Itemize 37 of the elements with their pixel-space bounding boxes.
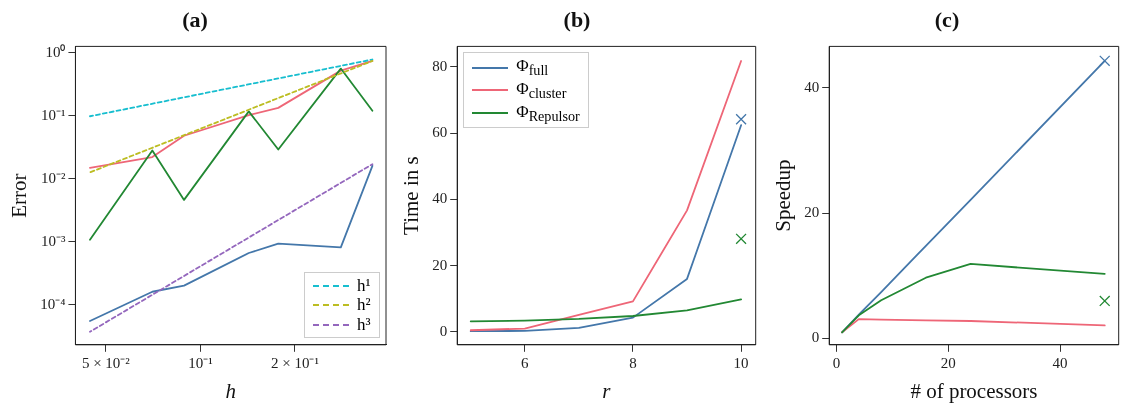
x-tick-label: 6 [521,354,530,371]
y-tick-label: 10⁻¹ [40,106,66,123]
y-tick-label: 40 [804,78,820,95]
x-axis-title: h [225,378,236,403]
x-tick-label: 10 [733,354,749,371]
legend-label: h³ [357,314,371,335]
y-tick-label: 60 [432,124,448,141]
y-tick-label: 20 [804,204,820,221]
y-tick-label: 40 [432,190,448,207]
legend-label: h² [357,295,371,315]
y-tick-label: 80 [432,57,448,74]
x-tick-label: 40 [1052,354,1068,371]
x-tick-label: 2 × 10⁻¹ [270,354,319,371]
legend-label: Φ$_{cluster}$ [516,79,567,102]
y-axis-title: Speedup [771,159,796,232]
x-tick-label: 8 [629,354,637,371]
chart-title: (c) [934,6,960,32]
x-tick-label: 10⁻¹ [188,354,213,371]
x-axis-title: # of processors [910,378,1038,403]
x-axis-title: r [602,378,612,403]
chart-title: (b) [563,6,591,32]
legend-label: h¹ [357,275,371,296]
y-tick-label: 0 [811,329,820,346]
x-tick-label: 0 [832,354,841,371]
y-axis-title: Error [7,173,32,218]
y-tick-label: 10⁻² [40,169,66,186]
legend-label: Φ$_{Repulsor}$ [516,101,580,125]
legend-label: Φ$_{full}$ [516,56,549,80]
x-tick-label: 5 × 10⁻² [81,354,131,371]
y-tick-label: 10⁻⁴ [40,295,66,312]
y-axis-title: Time in s [399,156,424,235]
y-tick-label: 10⁻³ [40,232,66,249]
chart-title: (a) [182,6,208,32]
x-tick-label: 20 [940,354,956,371]
y-tick-label: 20 [432,256,448,273]
y-tick-label: 0 [439,322,448,339]
y-tick-label: 10⁰ [45,43,66,60]
